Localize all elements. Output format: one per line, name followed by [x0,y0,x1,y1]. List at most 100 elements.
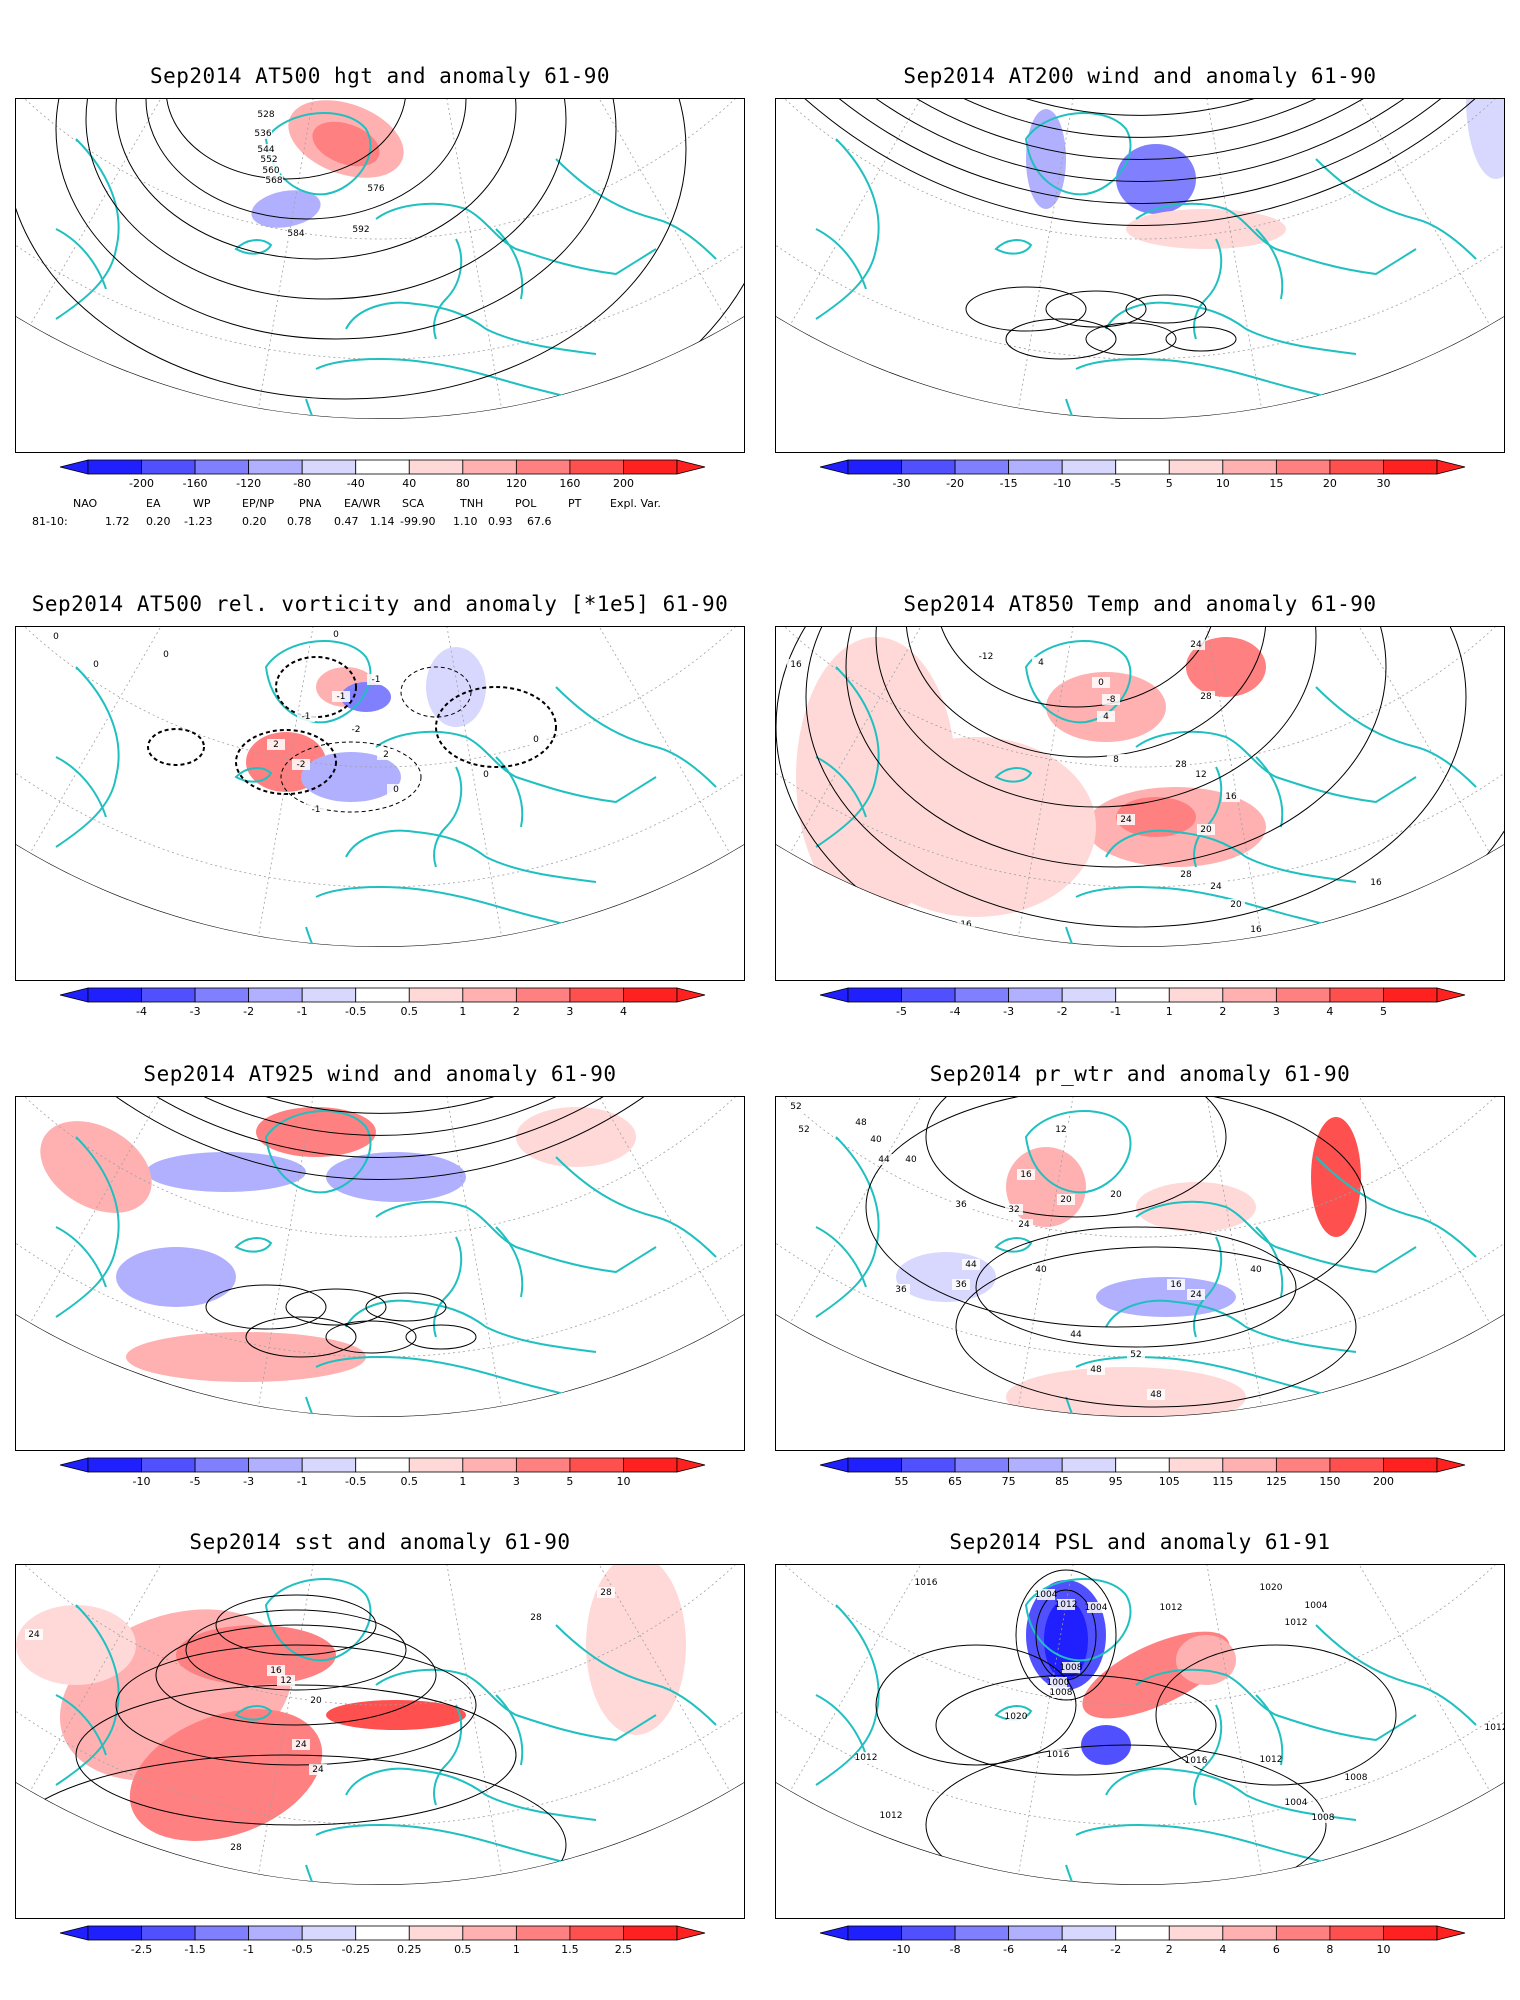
coastline [264,1110,372,1194]
contour-label-bg [1102,694,1120,705]
contour-label-bg [917,1577,935,1588]
panel-500hgt: Sep2014 AT500 hgt and anomaly 61-90 528 5… [0,0,760,540]
colorbar-tick-label: 3 [1273,1005,1280,1018]
latitude-line [776,1097,1504,1238]
contour-label: 28 [1200,692,1212,702]
coastline [234,1237,273,1253]
coastline [1135,1200,1417,1274]
colorbar-200wind: -30 -20 -15 -10 -5 5 10 15 20 30 [819,459,1466,490]
colorbar-arrow-right [1436,459,1466,475]
contour-label-bg [257,109,275,120]
coastline [1135,1668,1417,1742]
map-sst: 24 28 28 16 12 20 24 24 28 28 [15,1564,745,1919]
colorbar-tick-label: 3 [566,1005,573,1018]
contour-label: 1008 [1050,1688,1073,1698]
coastline [1024,1110,1132,1194]
contour-line [215,1594,377,1656]
latitude-line [776,99,1504,240]
coastline [433,766,463,868]
coastline [815,1136,880,1318]
colorbar-tick-label: 75 [1002,1475,1016,1488]
panel-title: Sep2014 AT200 wind and anomaly 61-90 [903,64,1377,88]
colorbar-tick-label: -1 [297,1475,308,1488]
coastline [495,756,524,828]
contour-label-bg [852,1117,870,1128]
colorbar-arrow-right [1436,1457,1466,1473]
coastline [555,1624,717,1726]
tc-header-eawr: EA/WR [344,497,381,510]
contour-line [805,627,1467,928]
anomaly-shading [146,1152,306,1192]
tc-value-epnp: 0.20 [242,515,267,528]
contour-label-bg [1262,1582,1280,1593]
panel-925wind: Sep2014 AT925 wind and anomaly 61-90 -10… [0,998,760,1488]
colorbar-segment [248,459,303,475]
map-background [776,1097,1504,1417]
contour-label: 4 [1038,658,1044,668]
colorbar-segment [1168,1925,1224,1941]
contour-label-bg [307,1695,325,1706]
contour-line [935,1674,1217,1776]
coastline [234,239,273,255]
colorbar-segment [1222,1925,1277,1941]
colorbar-tick-label: 0.5 [401,1005,419,1018]
contour-label: 1012 [855,1753,878,1763]
contour-label-bg [265,175,283,186]
contour-label: 16 [960,920,972,930]
contour-line [75,1684,517,1826]
streamline [776,99,1504,138]
colorbar-tick-label: 5 [1166,477,1173,490]
anomaly-shading [1126,209,1286,249]
contour-label: 1020 [1260,1583,1283,1593]
contour-label: 44 [878,1155,890,1165]
colorbar-segment [901,1925,956,1941]
streamline-eddy [285,1288,387,1326]
colorbar-tick-label: -2.5 [131,1943,152,1956]
contour-label: 24 [295,1740,307,1750]
latitude-line [776,627,1504,768]
anomaly-shading [1026,109,1066,209]
colorbar-arrow-right [1436,987,1466,1003]
contour-label-bg [1187,639,1205,650]
colorbar-psl: -10 -8 -6 -4 -2 2 4 6 8 10 [819,1925,1466,1956]
contour-line [1015,1569,1117,1701]
coastline [55,228,107,290]
colorbar-segment [87,459,142,475]
contour-label-bg [262,165,280,176]
contour-label-bg [1007,1711,1025,1722]
contour-label: 1004 [1305,1601,1328,1611]
colorbar-segment [462,459,517,475]
streamline-eddy [205,1284,327,1330]
contour-label-bg [1367,877,1385,888]
anomaly-shading [1046,672,1166,742]
tc-header-epnp: EP/NP [242,497,275,510]
streamline [776,99,1504,160]
coastline [555,158,717,260]
contour-label-bg [1247,1264,1265,1275]
contour-label-bg [1487,1722,1504,1733]
coastline [1065,398,1097,419]
contour-label-bg [1312,1877,1330,1885]
colorbar-arrow-left [59,1925,89,1941]
contour-label: 568 [265,176,282,186]
colorbar-tick-label: -30 [893,477,911,490]
tc-header-sca: SCA [402,497,425,510]
contour-label-bg [882,1810,900,1821]
contour-line [155,1624,437,1726]
contour-line [280,741,422,813]
contour-label-bg [267,739,285,750]
colorbar-arrow-right [676,987,706,1003]
colorbar-segment [1061,459,1117,475]
coastline [55,756,107,818]
colorbar-segment [1329,459,1384,475]
colorbar-tick-label: -1.5 [184,1943,205,1956]
coastline [1315,1624,1477,1726]
coastline [815,138,880,320]
anomaly-shading [326,1152,466,1202]
contour-label: 0 [333,630,339,640]
contour-label: 1004 [1035,1590,1058,1600]
colorbar-tick-label: 80 [456,477,470,490]
